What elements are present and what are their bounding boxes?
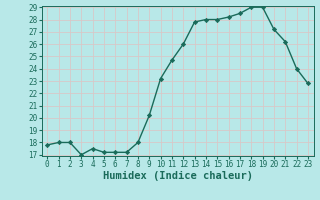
X-axis label: Humidex (Indice chaleur): Humidex (Indice chaleur) (103, 171, 252, 181)
